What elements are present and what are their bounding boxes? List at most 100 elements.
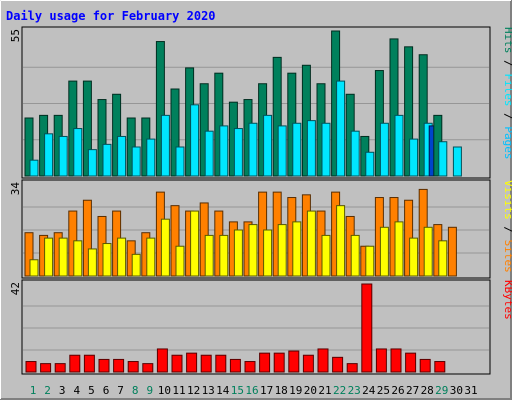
bar-visits-day-1 (29, 259, 39, 277)
bar-kbytes-day-14 (215, 354, 227, 373)
x-tick-label: 15 (231, 384, 244, 397)
x-tick-label: 22 (333, 384, 346, 397)
bar-visits-day-7 (117, 237, 127, 277)
x-tick-label: 26 (391, 384, 404, 397)
bar-kbytes-day-21 (317, 348, 329, 373)
panel-middle-legend: Visits / Sites (502, 180, 512, 273)
x-tick-label: 19 (289, 384, 302, 397)
chart-title: Daily usage for February 2020 (6, 9, 216, 23)
x-tick-label: 10 (158, 384, 171, 397)
bar-files-day-3 (58, 135, 68, 177)
x-tick-label: 2 (44, 384, 51, 397)
bar-files-day-5 (87, 149, 97, 177)
x-tick-label: 6 (103, 384, 110, 397)
legend-separator: / (502, 54, 512, 74)
bar-kbytes-day-2 (40, 363, 52, 373)
x-tick-label: 5 (88, 384, 95, 397)
x-tick-label: 12 (187, 384, 200, 397)
bar-kbytes-day-18 (273, 352, 285, 373)
bar-files-day-6 (102, 143, 112, 177)
panel-top: 55 Hits / Files / Pages (9, 26, 512, 179)
bar-files-day-4 (73, 128, 83, 177)
bar-visits-day-2 (44, 237, 54, 277)
bar-files-day-10 (160, 114, 170, 177)
bar-visits-day-15 (233, 229, 243, 277)
bar-files-day-13 (204, 130, 214, 177)
bar-kbytes-day-5 (83, 354, 95, 373)
legend-separator: / (502, 220, 512, 240)
x-tick-label: 7 (117, 384, 124, 397)
x-tick-label: 25 (377, 384, 390, 397)
x-tick-label: 4 (73, 384, 80, 397)
bar-files-day-23 (350, 130, 360, 177)
bar-kbytes-day-25 (375, 348, 387, 373)
bar-hits-day-26 (389, 38, 399, 177)
x-tick-label: 31 (464, 384, 477, 397)
panel-top-scale-label: 55 (9, 29, 22, 42)
bar-kbytes-day-7 (113, 358, 125, 373)
bar-files-day-14 (219, 125, 229, 177)
bar-visits-day-10 (160, 218, 170, 277)
bar-kbytes-day-1 (25, 361, 37, 373)
bar-kbytes-day-29 (434, 361, 446, 373)
panel-bottom-scale-label: 42 (9, 282, 22, 295)
bar-kbytes-day-23 (346, 363, 358, 373)
x-tick-label: 24 (362, 384, 376, 397)
bar-kbytes-day-22 (332, 356, 344, 373)
bar-visits-day-28 (423, 226, 433, 277)
bar-hits-day-11 (170, 88, 180, 177)
x-tick-label: 8 (132, 384, 139, 397)
bar-hits-day-18 (272, 56, 282, 177)
x-tick-label: 9 (146, 384, 153, 397)
bar-kbytes-day-28 (419, 358, 431, 373)
bar-kbytes-day-8 (127, 361, 139, 373)
x-tick-label: 23 (348, 384, 361, 397)
bar-visits-day-21 (321, 234, 331, 277)
x-tick-label: 20 (304, 384, 317, 397)
bar-kbytes-day-20 (302, 354, 314, 373)
bar-visits-day-29 (438, 240, 448, 277)
bar-visits-day-22 (336, 205, 346, 277)
bar-visits-day-20 (306, 210, 316, 277)
bar-files-day-21 (321, 122, 331, 177)
bar-kbytes-day-19 (288, 350, 300, 373)
bar-visits-day-12 (190, 210, 200, 277)
x-tick-label: 13 (202, 384, 215, 397)
bar-files-day-17 (263, 114, 273, 177)
bar-visits-day-27 (409, 237, 419, 277)
bar-visits-day-9 (146, 237, 156, 277)
bar-visits-day-8 (131, 253, 141, 277)
bar-sites-day-5 (82, 199, 92, 277)
bar-files-day-29 (438, 141, 448, 177)
x-tick-label: 1 (30, 384, 37, 397)
bar-visits-day-6 (102, 243, 112, 277)
bar-hits-day-5 (82, 80, 92, 177)
bar-visits-day-14 (219, 234, 229, 277)
bar-files-day-2 (44, 133, 54, 177)
bar-kbytes-day-11 (171, 354, 183, 373)
bar-sites-day-30 (447, 226, 457, 277)
bar-visits-day-19 (292, 221, 302, 277)
bar-visits-day-3 (58, 237, 68, 277)
bar-files-day-18 (277, 125, 287, 177)
bar-kbytes-day-15 (229, 358, 241, 373)
bar-kbytes-day-27 (405, 352, 417, 373)
bar-files-day-11 (175, 146, 185, 177)
bar-kbytes-day-3 (54, 363, 66, 373)
bar-hits-day-14 (214, 72, 224, 177)
x-tick-label: 17 (260, 384, 273, 397)
bar-files-day-9 (146, 138, 156, 177)
bar-visits-day-23 (350, 234, 360, 277)
bar-files-day-19 (292, 122, 302, 177)
panel-top-legend: Hits / Files / Pages (502, 27, 512, 160)
bar-files-day-27 (409, 138, 419, 177)
bar-kbytes-day-9 (142, 363, 154, 373)
bar-visits-day-16 (248, 224, 258, 277)
bar-visits-day-25 (379, 226, 389, 277)
bar-kbytes-day-13 (200, 354, 212, 373)
bar-visits-day-4 (73, 240, 83, 277)
bar-files-day-26 (394, 114, 404, 177)
legend-separator: / (502, 107, 512, 127)
legend-entry: Sites (502, 240, 512, 273)
legend-entry: Visits (502, 180, 512, 220)
